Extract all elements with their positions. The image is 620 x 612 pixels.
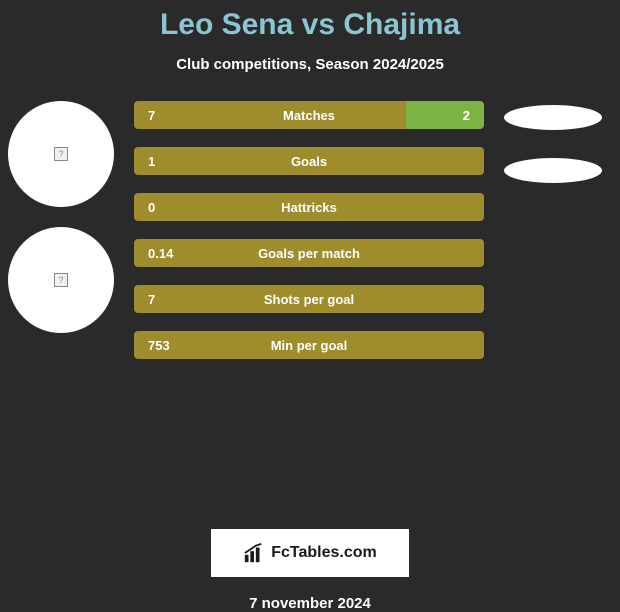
page-subtitle: Club competitions, Season 2024/2025 xyxy=(0,56,620,73)
stat-bars: 72Matches1Goals0Hattricks0.14Goals per m… xyxy=(134,101,484,377)
stat-value-left: 0.14 xyxy=(148,246,173,261)
player1-avatars: ? ? xyxy=(8,101,114,353)
stat-bar: 753Min per goal xyxy=(134,331,484,359)
stat-bar-right: 2 xyxy=(406,101,484,129)
stat-bar: 1Goals xyxy=(134,147,484,175)
comparison-card: Leo Sena vs Chajima Club competitions, S… xyxy=(0,0,620,580)
stat-bar: 0Hattricks xyxy=(134,193,484,221)
stat-value-left: 7 xyxy=(148,108,155,123)
stat-bar: 72Matches xyxy=(134,101,484,129)
page-title: Leo Sena vs Chajima xyxy=(0,8,620,42)
player1-avatar-a: ? xyxy=(8,101,114,207)
stat-value-left: 1 xyxy=(148,154,155,169)
stat-bar-left: 753 xyxy=(134,331,484,359)
player1-avatar-b: ? xyxy=(8,227,114,333)
stat-bar-left: 0 xyxy=(134,193,484,221)
placeholder-icon: ? xyxy=(54,273,68,287)
brand-text: FcTables.com xyxy=(271,544,377,562)
stat-value-left: 0 xyxy=(148,200,155,215)
stat-bar-left: 7 xyxy=(134,285,484,313)
player2-disc-a xyxy=(504,105,602,130)
chart-icon xyxy=(243,542,265,564)
stat-value-right: 2 xyxy=(463,108,470,123)
stat-value-left: 7 xyxy=(148,292,155,307)
stat-bar: 7Shots per goal xyxy=(134,285,484,313)
brand-logo: FcTables.com xyxy=(243,542,377,564)
main-area: ? ? 72Matches1Goals0Hattricks0.14Goals p… xyxy=(0,101,620,521)
stat-value-left: 753 xyxy=(148,338,170,353)
date-text: 7 november 2024 xyxy=(0,595,620,612)
brand-badge[interactable]: FcTables.com xyxy=(211,529,409,577)
player2-discs xyxy=(504,105,602,211)
placeholder-icon: ? xyxy=(54,147,68,161)
stat-bar: 0.14Goals per match xyxy=(134,239,484,267)
stat-bar-left: 7 xyxy=(134,101,406,129)
stat-bar-left: 0.14 xyxy=(134,239,484,267)
stat-bar-left: 1 xyxy=(134,147,484,175)
player2-disc-b xyxy=(504,158,602,183)
